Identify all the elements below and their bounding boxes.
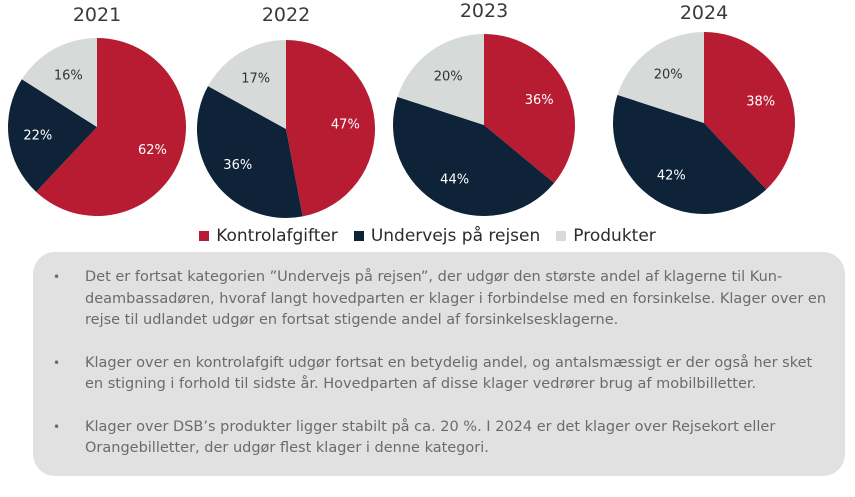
legend-swatch (556, 231, 567, 241)
slice-label: 62% (138, 143, 167, 158)
pie-slice (36, 38, 187, 216)
slice-label: 47% (331, 117, 360, 132)
pie-slice (7, 79, 97, 192)
pie-slice (392, 96, 555, 217)
slice-label: 42% (657, 168, 686, 183)
pie-slice (286, 40, 376, 217)
legend-label: Produkter (573, 226, 656, 246)
pie-slice (704, 32, 795, 190)
pie-slice (484, 34, 575, 184)
pie-title: 2021 (73, 4, 121, 26)
pie-slice (397, 34, 484, 125)
note-item: • Klager over DSB’s produkter ligger sta… (49, 417, 831, 460)
bullet-icon: • (53, 270, 61, 284)
pie-slice (21, 38, 98, 127)
pie-2021: 2021 62% 22% 16% (7, 4, 187, 216)
slice-label: 38% (746, 95, 775, 110)
legend-item-produkter: Produkter (556, 226, 656, 246)
legend-item-kontrolafgifter: Kontrolafgifter (199, 226, 338, 246)
pie-slice (617, 32, 704, 123)
slice-label: 22% (23, 128, 52, 143)
pie-2024: 2024 38% 42% 20% (613, 2, 795, 214)
pie-slice (197, 86, 303, 218)
pie-slice (208, 40, 286, 129)
pie-charts: 202162%22%16%202247%36%17%202336%44%20%2… (7, 0, 795, 218)
slice-label: 17% (241, 72, 270, 87)
bullet-icon: • (53, 355, 61, 370)
legend-label: Kontrolafgifter (216, 226, 338, 246)
pie-2022: 2022 47% 36% 17% (197, 4, 376, 218)
slice-label: 20% (434, 70, 463, 85)
chart-legend: Kontrolafgifter Undervejs på rejsen Prod… (0, 222, 855, 250)
note-item: • Klager over en kontrolafgift udgør for… (49, 353, 831, 396)
pie-title: 2023 (460, 0, 508, 22)
pie-title: 2024 (680, 2, 728, 24)
legend-swatch (353, 231, 364, 241)
pie-slice (613, 94, 767, 214)
slice-label: 36% (525, 93, 554, 108)
legend-item-undervejs: Undervejs på rejsen (353, 226, 541, 246)
note-text: Det er fortsat kategorien ”Undervejs på … (85, 269, 827, 328)
bullet-icon: • (53, 419, 61, 434)
slice-label: 16% (54, 69, 83, 84)
notes-box: • Det er fortsat kategorien ”Undervejs p… (33, 252, 845, 476)
slice-label: 36% (223, 158, 252, 173)
pie-title: 2022 (262, 4, 310, 26)
note-item: • Det er fortsat kategorien ”Undervejs p… (49, 267, 831, 332)
note-text: Klager over DSB’s produkter ligger stabi… (85, 418, 776, 457)
slice-label: 20% (654, 68, 683, 83)
slice-label: 44% (440, 172, 469, 187)
legend-label: Undervejs på rejsen (370, 226, 541, 246)
note-text: Klager over en kontrolafgift udgør forts… (85, 354, 813, 393)
pie-2023: 2023 36% 44% 20% (392, 0, 575, 217)
legend-swatch (199, 231, 210, 241)
